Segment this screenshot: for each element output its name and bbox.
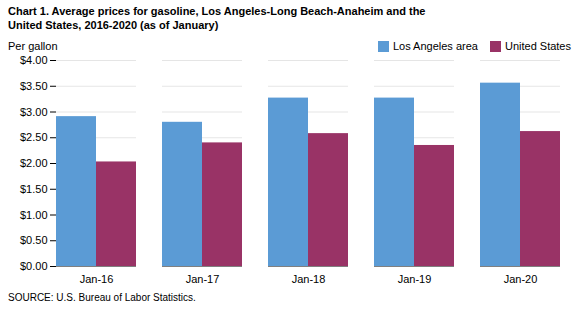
- svg-text:$2.50: $2.50: [20, 131, 48, 143]
- svg-text:Jan-20: Jan-20: [504, 273, 538, 285]
- svg-text:Jan-18: Jan-18: [292, 273, 326, 285]
- svg-text:$3.50: $3.50: [20, 80, 48, 92]
- svg-text:Jan-16: Jan-16: [80, 273, 114, 285]
- html-text:Chart 1. Average prices for ga: Chart 1. Average prices for gasoline, Lo…: [8, 5, 426, 17]
- svg-text:$0.00: $0.00: [20, 260, 48, 272]
- svg-text:$1.50: $1.50: [20, 183, 48, 195]
- svg-text:$2.00: $2.00: [20, 157, 48, 169]
- svg-text:$1.00: $1.00: [20, 209, 48, 221]
- html-text:Per gallon: Per gallon: [8, 40, 58, 52]
- svg-text:Jan-17: Jan-17: [186, 273, 220, 285]
- html-text:Los Angeles area: Los Angeles area: [392, 40, 478, 52]
- html-text:SOURCE: U.S. Bureau of Labor S: SOURCE: U.S. Bureau of Labor Statistics.: [8, 292, 196, 303]
- svg-text:$4.00: $4.00: [20, 54, 48, 66]
- html-text:United States, 2016-2020 (as o: United States, 2016-2020 (as of January): [8, 19, 219, 31]
- svg-text:Jan-19: Jan-19: [398, 273, 432, 285]
- html-text:United States: United States: [505, 40, 571, 52]
- svg-text:$3.00: $3.00: [20, 106, 48, 118]
- svg-text:$0.50: $0.50: [20, 234, 48, 246]
